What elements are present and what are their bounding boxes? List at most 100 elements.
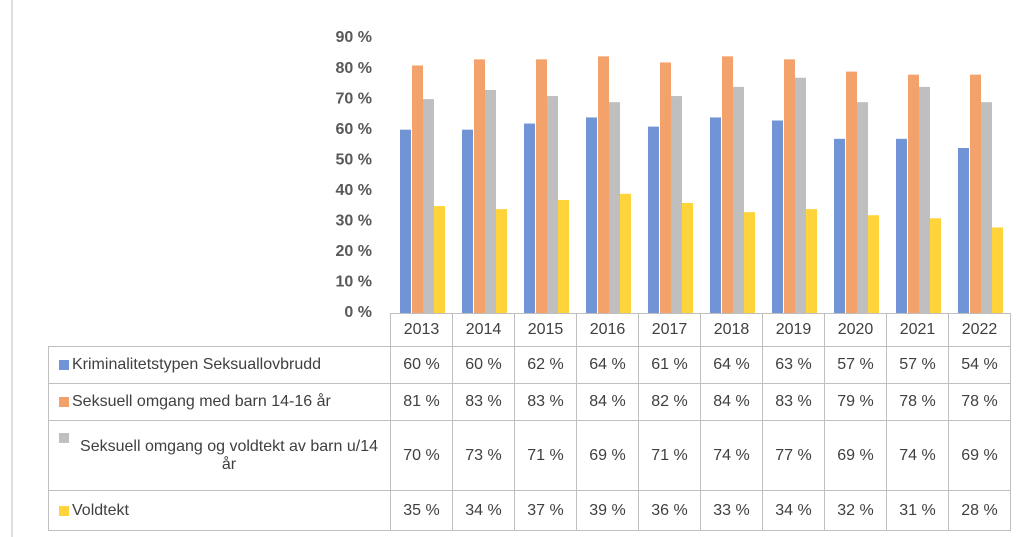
bar — [400, 129, 411, 313]
legend-label: Seksuell omgang med barn 14-16 år — [72, 393, 331, 410]
data-label: 74 % — [886, 420, 949, 491]
legend-entry: Voldtekt — [48, 490, 391, 531]
y-tick-label: 90 % — [336, 29, 372, 46]
data-label: 78 % — [886, 383, 949, 421]
bar — [919, 86, 930, 313]
bar — [671, 96, 682, 313]
data-label: 39 % — [576, 490, 639, 531]
y-tick-label: 20 % — [336, 243, 372, 260]
bar — [846, 71, 857, 313]
bar — [744, 212, 755, 313]
data-label: 70 % — [390, 420, 453, 491]
data-label: 83 % — [514, 383, 577, 421]
bar — [772, 120, 783, 313]
bar — [547, 96, 558, 313]
x-tick-label: 2022 — [948, 313, 1011, 347]
data-label: 31 % — [886, 490, 949, 531]
legend-label: Voldtekt — [72, 501, 129, 519]
x-tick-label: 2019 — [762, 313, 825, 347]
data-label: 74 % — [700, 420, 763, 491]
legend-swatch — [59, 360, 69, 370]
legend-entry: Seksuell omgang og voldtekt av barn u/14… — [48, 420, 391, 491]
data-label: 84 % — [700, 383, 763, 421]
legend-swatch — [59, 505, 69, 516]
data-label: 69 % — [576, 420, 639, 491]
data-label: 73 % — [452, 420, 515, 491]
bar — [722, 56, 733, 313]
y-tick-label: 30 % — [336, 213, 372, 230]
bar — [620, 193, 631, 313]
data-label: 78 % — [948, 383, 1011, 421]
legend-entry: Kriminalitetstypen Seksuallovbrudd — [48, 346, 391, 384]
x-tick-label: 2017 — [638, 313, 701, 347]
bar — [896, 138, 907, 313]
data-label: 57 % — [886, 346, 949, 384]
data-label: 54 % — [948, 346, 1011, 384]
bar — [992, 227, 1003, 313]
bar — [598, 56, 609, 313]
y-tick-label: 10 % — [336, 274, 372, 291]
legend-swatch — [59, 433, 69, 443]
data-label: 63 % — [762, 346, 825, 384]
data-label: 61 % — [638, 346, 701, 384]
data-label: 64 % — [700, 346, 763, 384]
y-tick-label: 80 % — [336, 60, 372, 77]
data-label: 28 % — [948, 490, 1011, 531]
bar — [784, 59, 795, 314]
bar — [558, 199, 569, 313]
y-tick-label: 70 % — [336, 90, 372, 107]
data-label: 32 % — [824, 490, 887, 531]
bar — [474, 59, 485, 314]
bar — [981, 102, 992, 314]
legend-entry: Seksuell omgang med barn 14-16 år — [48, 383, 391, 421]
bar — [795, 77, 806, 313]
bar — [970, 74, 981, 314]
bar — [930, 218, 941, 313]
bar — [434, 206, 445, 313]
x-tick-label: 2020 — [824, 313, 887, 347]
data-label: 60 % — [452, 346, 515, 384]
data-label: 33 % — [700, 490, 763, 531]
x-tick-label: 2021 — [886, 313, 949, 347]
bar — [423, 99, 434, 313]
bar — [710, 117, 721, 313]
bar — [958, 148, 969, 313]
bar — [524, 123, 535, 313]
data-label: 69 % — [948, 420, 1011, 491]
data-label: 83 % — [762, 383, 825, 421]
legend-label: Kriminalitetstypen Seksuallovbrudd — [72, 356, 322, 373]
bar — [857, 102, 868, 314]
bar — [660, 62, 671, 313]
x-tick-label: 2016 — [576, 313, 639, 347]
bar — [412, 65, 423, 313]
data-label: 83 % — [452, 383, 515, 421]
bar — [485, 89, 496, 313]
bar — [868, 215, 879, 313]
bar — [806, 209, 817, 313]
y-tick-label: 60 % — [336, 121, 372, 138]
x-tick-label: 2014 — [452, 313, 515, 347]
bar — [609, 102, 620, 314]
bar — [496, 209, 507, 313]
data-label: 60 % — [390, 346, 453, 384]
data-label: 34 % — [762, 490, 825, 531]
x-tick-label: 2013 — [390, 313, 453, 347]
data-label: 71 % — [514, 420, 577, 491]
data-label: 71 % — [638, 420, 701, 491]
data-label: 35 % — [390, 490, 453, 531]
data-label: 84 % — [576, 383, 639, 421]
data-label: 62 % — [514, 346, 577, 384]
y-tick-label: 50 % — [336, 151, 372, 168]
data-label: 64 % — [576, 346, 639, 384]
bar — [834, 138, 845, 313]
data-label: 36 % — [638, 490, 701, 531]
bar — [733, 86, 744, 313]
data-label: 79 % — [824, 383, 887, 421]
bar — [682, 203, 693, 313]
y-tick-label: 0 % — [344, 304, 372, 321]
data-label: 37 % — [514, 490, 577, 531]
data-label: 82 % — [638, 383, 701, 421]
x-tick-label: 2018 — [700, 313, 763, 347]
